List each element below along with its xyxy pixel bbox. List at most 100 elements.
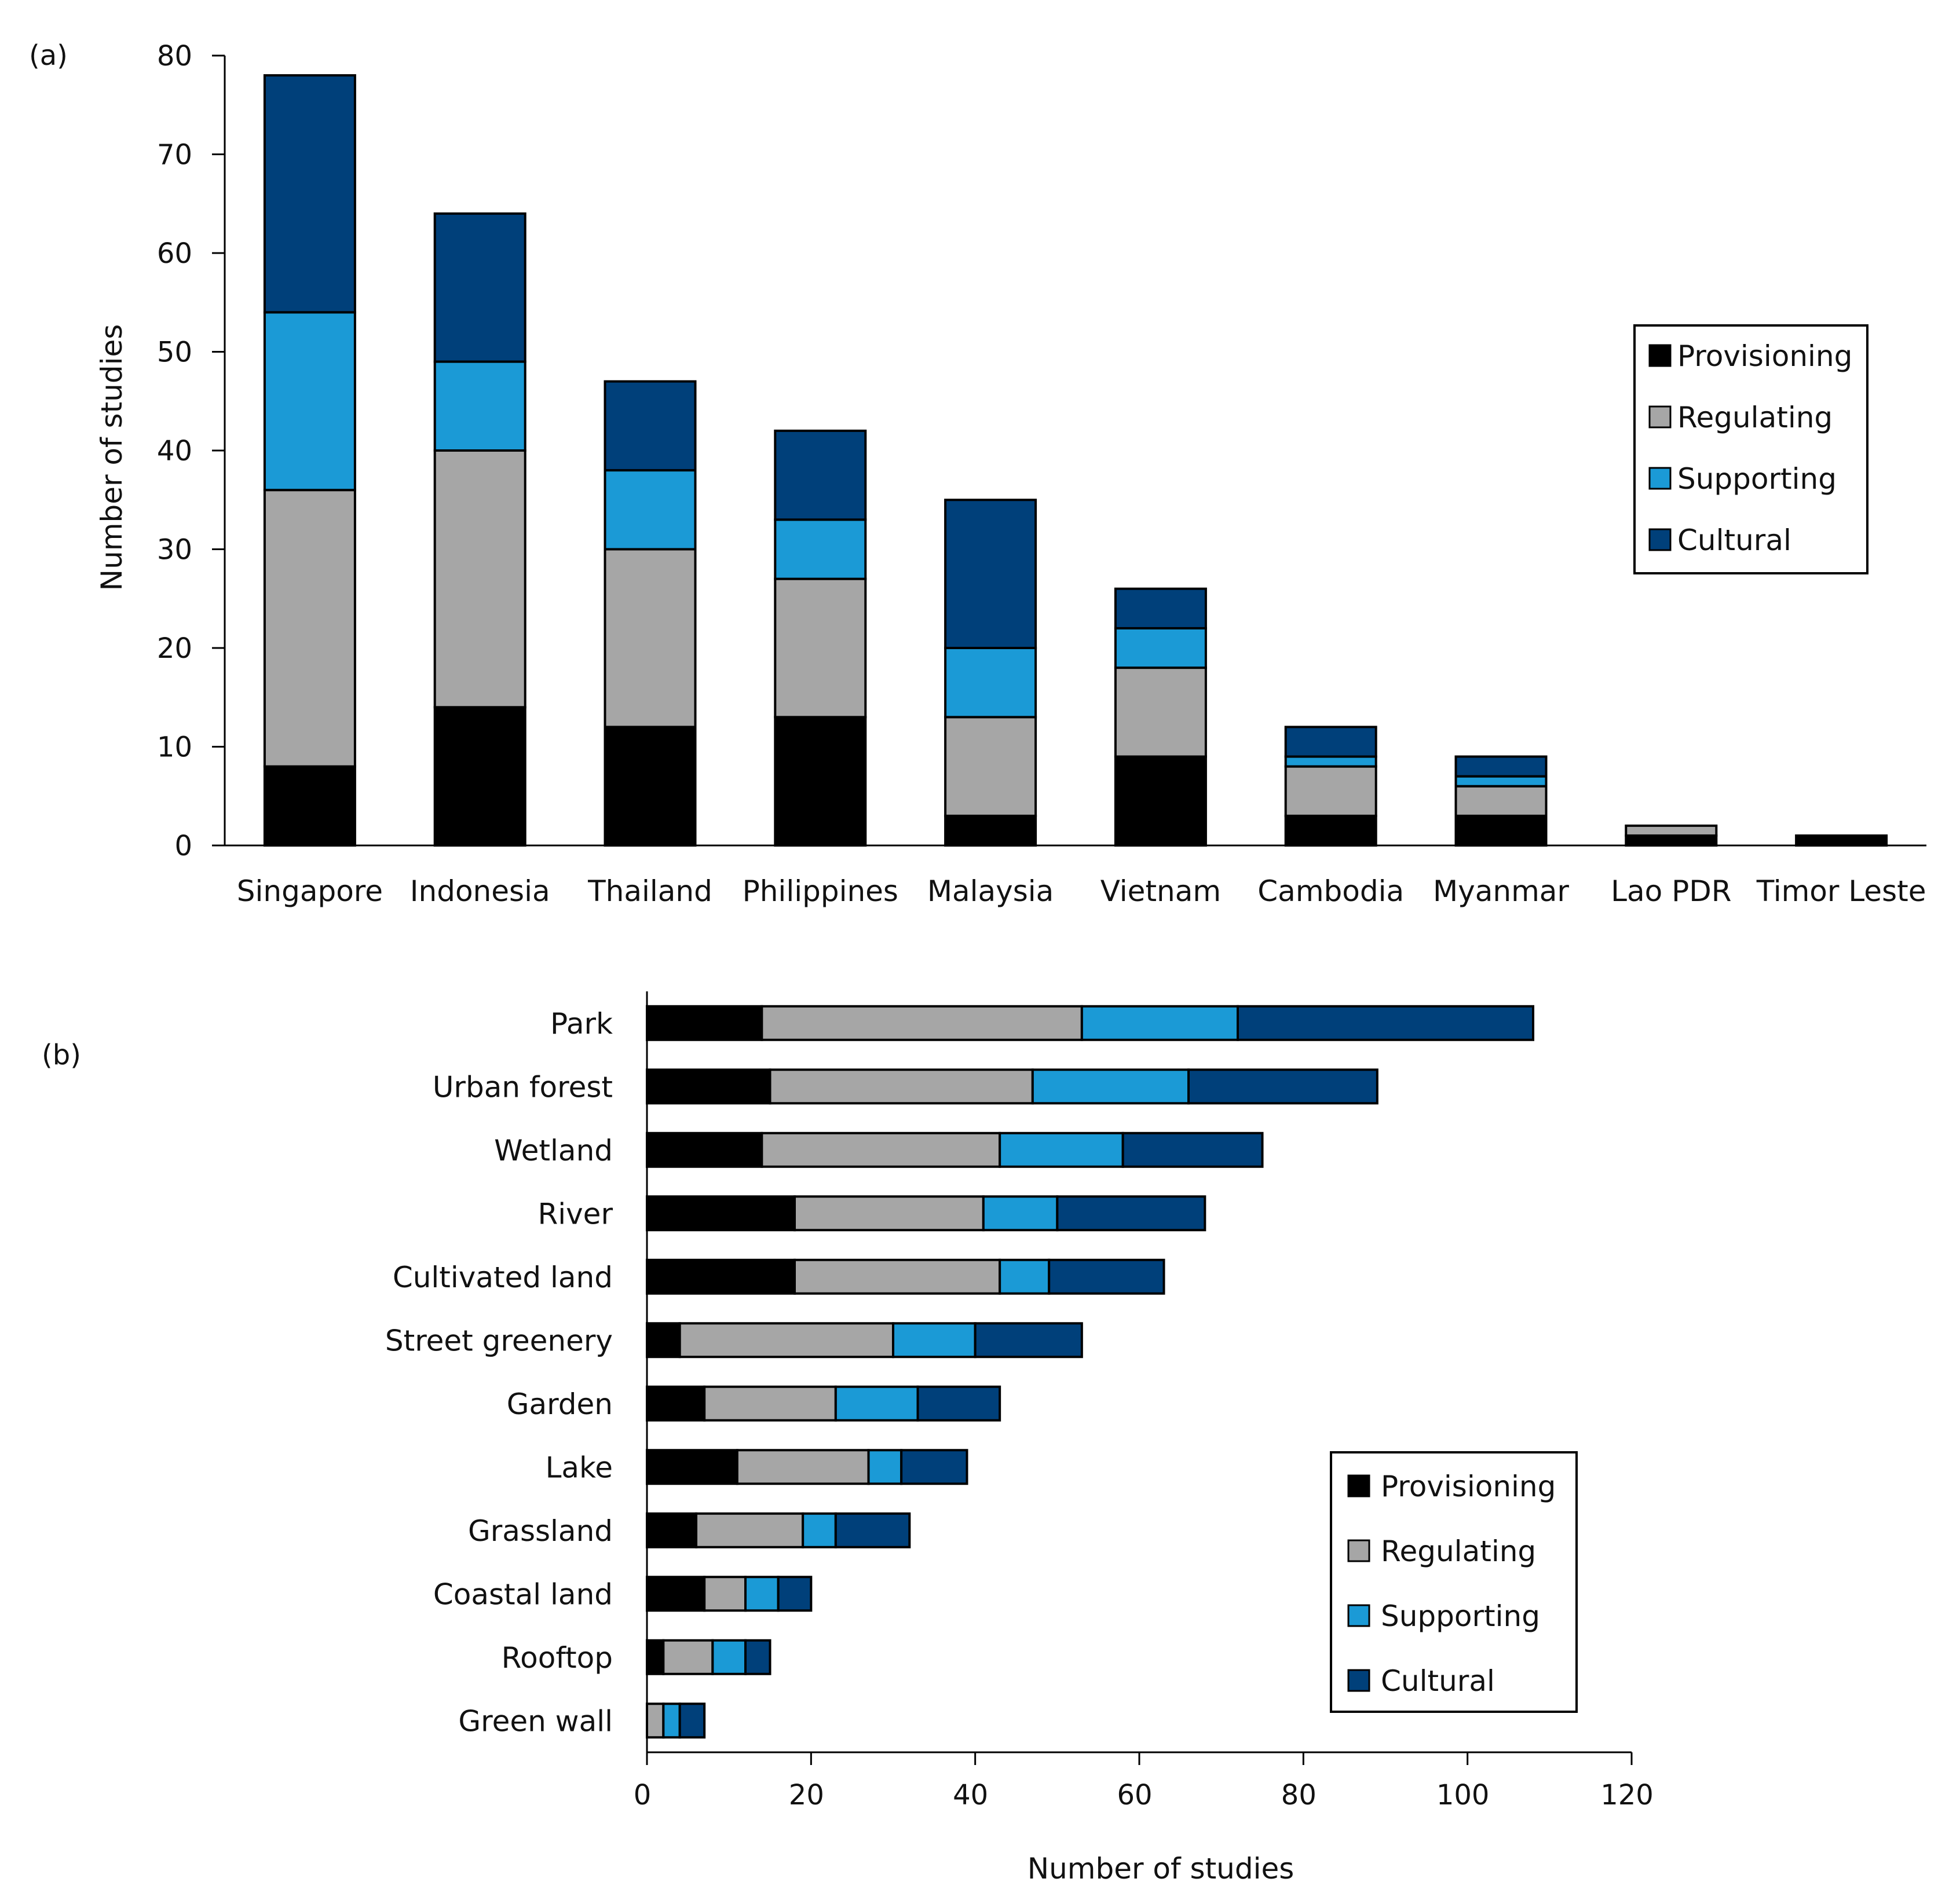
panel-a-category-label: Vietnam bbox=[1100, 874, 1221, 908]
bar-philippines-cultural bbox=[774, 429, 867, 521]
bar-river-regulating bbox=[794, 1195, 985, 1232]
panel-a-y-tick-label: 50 bbox=[157, 336, 192, 369]
panel-b-legend-box bbox=[1330, 1451, 1578, 1713]
bar-philippines-supporting bbox=[774, 518, 867, 580]
panel-b-x-tick-label: 60 bbox=[1117, 1779, 1152, 1811]
panel-b-x-tick-label: 20 bbox=[789, 1779, 824, 1811]
bar-grassland-regulating bbox=[695, 1512, 805, 1548]
bar-coastal-land-cultural bbox=[777, 1576, 813, 1612]
bar-street-greenery-supporting bbox=[892, 1322, 977, 1359]
bar-wetland-regulating bbox=[760, 1132, 1001, 1168]
panel-b-chart: (b) 0 20 40 60 80 100 120 Park Urban forest Wetl… bbox=[42, 991, 1654, 1885]
panel-a-category-label: Singapore bbox=[237, 874, 383, 908]
bar-street-greenery-cultural bbox=[974, 1322, 1083, 1359]
bar-grassland-provisioning bbox=[646, 1512, 697, 1548]
panel-b-category-label: Green wall bbox=[458, 1704, 613, 1738]
bar-malaysia-provisioning bbox=[944, 814, 1037, 847]
bar-coastal-land-provisioning bbox=[646, 1576, 706, 1612]
panel-b-category-label: Cultivated land bbox=[393, 1261, 613, 1294]
panel-b-legend-label-regulating: Regulating bbox=[1381, 1535, 1536, 1568]
bar-malaysia-cultural bbox=[944, 499, 1037, 649]
bar-indonesia-cultural bbox=[433, 212, 526, 363]
bar-vietnam-cultural bbox=[1114, 587, 1207, 629]
bar-cultivated-land-cultural bbox=[1048, 1258, 1165, 1295]
bar-cambodia-cultural bbox=[1284, 726, 1377, 758]
bar-vietnam-regulating bbox=[1114, 667, 1207, 758]
bar-indonesia-regulating bbox=[433, 449, 526, 709]
panel-a-y-tick-label: 20 bbox=[157, 632, 192, 665]
panel-a-legend-label-supporting: Supporting bbox=[1677, 462, 1837, 496]
panel-b-legend-label-provisioning: Provisioning bbox=[1381, 1470, 1556, 1503]
bar-lake-regulating bbox=[736, 1449, 870, 1485]
bar-vietnam-supporting bbox=[1114, 627, 1207, 669]
bar-grassland-supporting bbox=[802, 1512, 837, 1548]
panel-a-y-tick-label: 70 bbox=[157, 139, 192, 171]
bar-garden-provisioning bbox=[646, 1385, 706, 1422]
bar-urban-forest-provisioning bbox=[646, 1068, 771, 1105]
bar-coastal-land-supporting bbox=[744, 1576, 780, 1612]
bar-philippines-regulating bbox=[774, 577, 867, 719]
bar-garden-regulating bbox=[703, 1385, 837, 1422]
bar-singapore-regulating bbox=[263, 489, 356, 768]
panel-b-x-tick-label: 40 bbox=[953, 1779, 988, 1811]
panel-b-category-label: Rooftop bbox=[502, 1641, 613, 1675]
bar-malaysia-regulating bbox=[944, 716, 1037, 817]
panel-a-category-label: Timor Leste bbox=[1756, 874, 1926, 908]
panel-b-category-label: Street greenery bbox=[385, 1324, 613, 1357]
panel-a-category-label: Thailand bbox=[587, 874, 712, 908]
panel-a-legend-label-provisioning: Provisioning bbox=[1677, 339, 1852, 373]
bar-park-regulating bbox=[760, 1005, 1083, 1041]
bar-street-greenery-regulating bbox=[678, 1322, 894, 1359]
panel-a-y-tick-label: 80 bbox=[157, 40, 192, 72]
bar-thailand-provisioning bbox=[604, 726, 697, 847]
bar-lake-cultural bbox=[900, 1449, 968, 1485]
bar-cambodia-provisioning bbox=[1284, 814, 1377, 847]
panel-a-y-tick-label: 30 bbox=[157, 534, 192, 566]
panel-a-legend-label-regulating: Regulating bbox=[1677, 401, 1833, 434]
bar-park-cultural bbox=[1237, 1005, 1534, 1041]
bar-rooftop-provisioning bbox=[646, 1639, 665, 1675]
bar-river-provisioning bbox=[646, 1195, 796, 1232]
bar-wetland-provisioning bbox=[646, 1132, 763, 1168]
panel-a-legend-swatch-provisioning bbox=[1648, 344, 1672, 367]
panel-b-category-label: Park bbox=[550, 1007, 613, 1041]
panel-b-label: (b) bbox=[42, 1039, 81, 1071]
bar-cultivated-land-regulating bbox=[794, 1258, 1001, 1295]
bar-lake-provisioning bbox=[646, 1449, 738, 1485]
bar-grassland-cultural bbox=[834, 1512, 911, 1548]
panel-b-legend-swatch-regulating bbox=[1347, 1539, 1370, 1562]
panel-b-legend-swatch-provisioning bbox=[1347, 1474, 1370, 1497]
bar-myanmar-provisioning bbox=[1454, 814, 1548, 847]
panel-a-label: (a) bbox=[29, 39, 68, 72]
bar-lake-supporting bbox=[867, 1449, 903, 1485]
panel-b-legend-swatch-cultural bbox=[1347, 1669, 1370, 1692]
bar-river-cultural bbox=[1056, 1195, 1206, 1232]
panel-a-category-label: Malaysia bbox=[927, 874, 1054, 908]
panel-b-category-labels: Park Urban forest Wetland River Cultivated l… bbox=[385, 1007, 613, 1738]
panel-a-y-tick-label: 60 bbox=[157, 237, 192, 270]
panel-a-legend-swatch-regulating bbox=[1648, 405, 1672, 429]
panel-b-category-label: Lake bbox=[546, 1451, 613, 1484]
bar-green-wall-regulating bbox=[646, 1702, 665, 1739]
panel-b-legend: Provisioning Regulating Supporting Cultural bbox=[1330, 1451, 1578, 1713]
bar-garden-supporting bbox=[834, 1385, 919, 1422]
panel-a-bars bbox=[263, 74, 1888, 847]
panel-b-category-label: Garden bbox=[507, 1387, 613, 1421]
bar-garden-cultural bbox=[916, 1385, 1001, 1422]
panel-a-y-tick-label: 40 bbox=[157, 435, 192, 467]
bar-myanmar-regulating bbox=[1454, 785, 1548, 817]
panel-a-category-labels: Singapore Indonesia Thailand Philippines Mal… bbox=[237, 874, 1926, 908]
bar-singapore-cultural bbox=[263, 74, 356, 314]
panel-a-category-label: Indonesia bbox=[410, 874, 550, 908]
bar-urban-forest-cultural bbox=[1187, 1068, 1378, 1105]
bar-thailand-regulating bbox=[604, 548, 697, 728]
panel-b-category-label: Urban forest bbox=[433, 1070, 613, 1104]
panel-a-legend: Provisioning Regulating Supporting Cultural bbox=[1633, 324, 1868, 574]
bar-singapore-supporting bbox=[263, 311, 356, 492]
panel-b-x-tick-label: 100 bbox=[1436, 1779, 1490, 1811]
bar-river-supporting bbox=[982, 1195, 1059, 1232]
bar-philippines-provisioning bbox=[774, 716, 867, 847]
panel-b-category-label: Coastal land bbox=[433, 1577, 613, 1611]
bar-street-greenery-provisioning bbox=[646, 1322, 681, 1359]
panel-a-legend-box bbox=[1633, 324, 1868, 574]
